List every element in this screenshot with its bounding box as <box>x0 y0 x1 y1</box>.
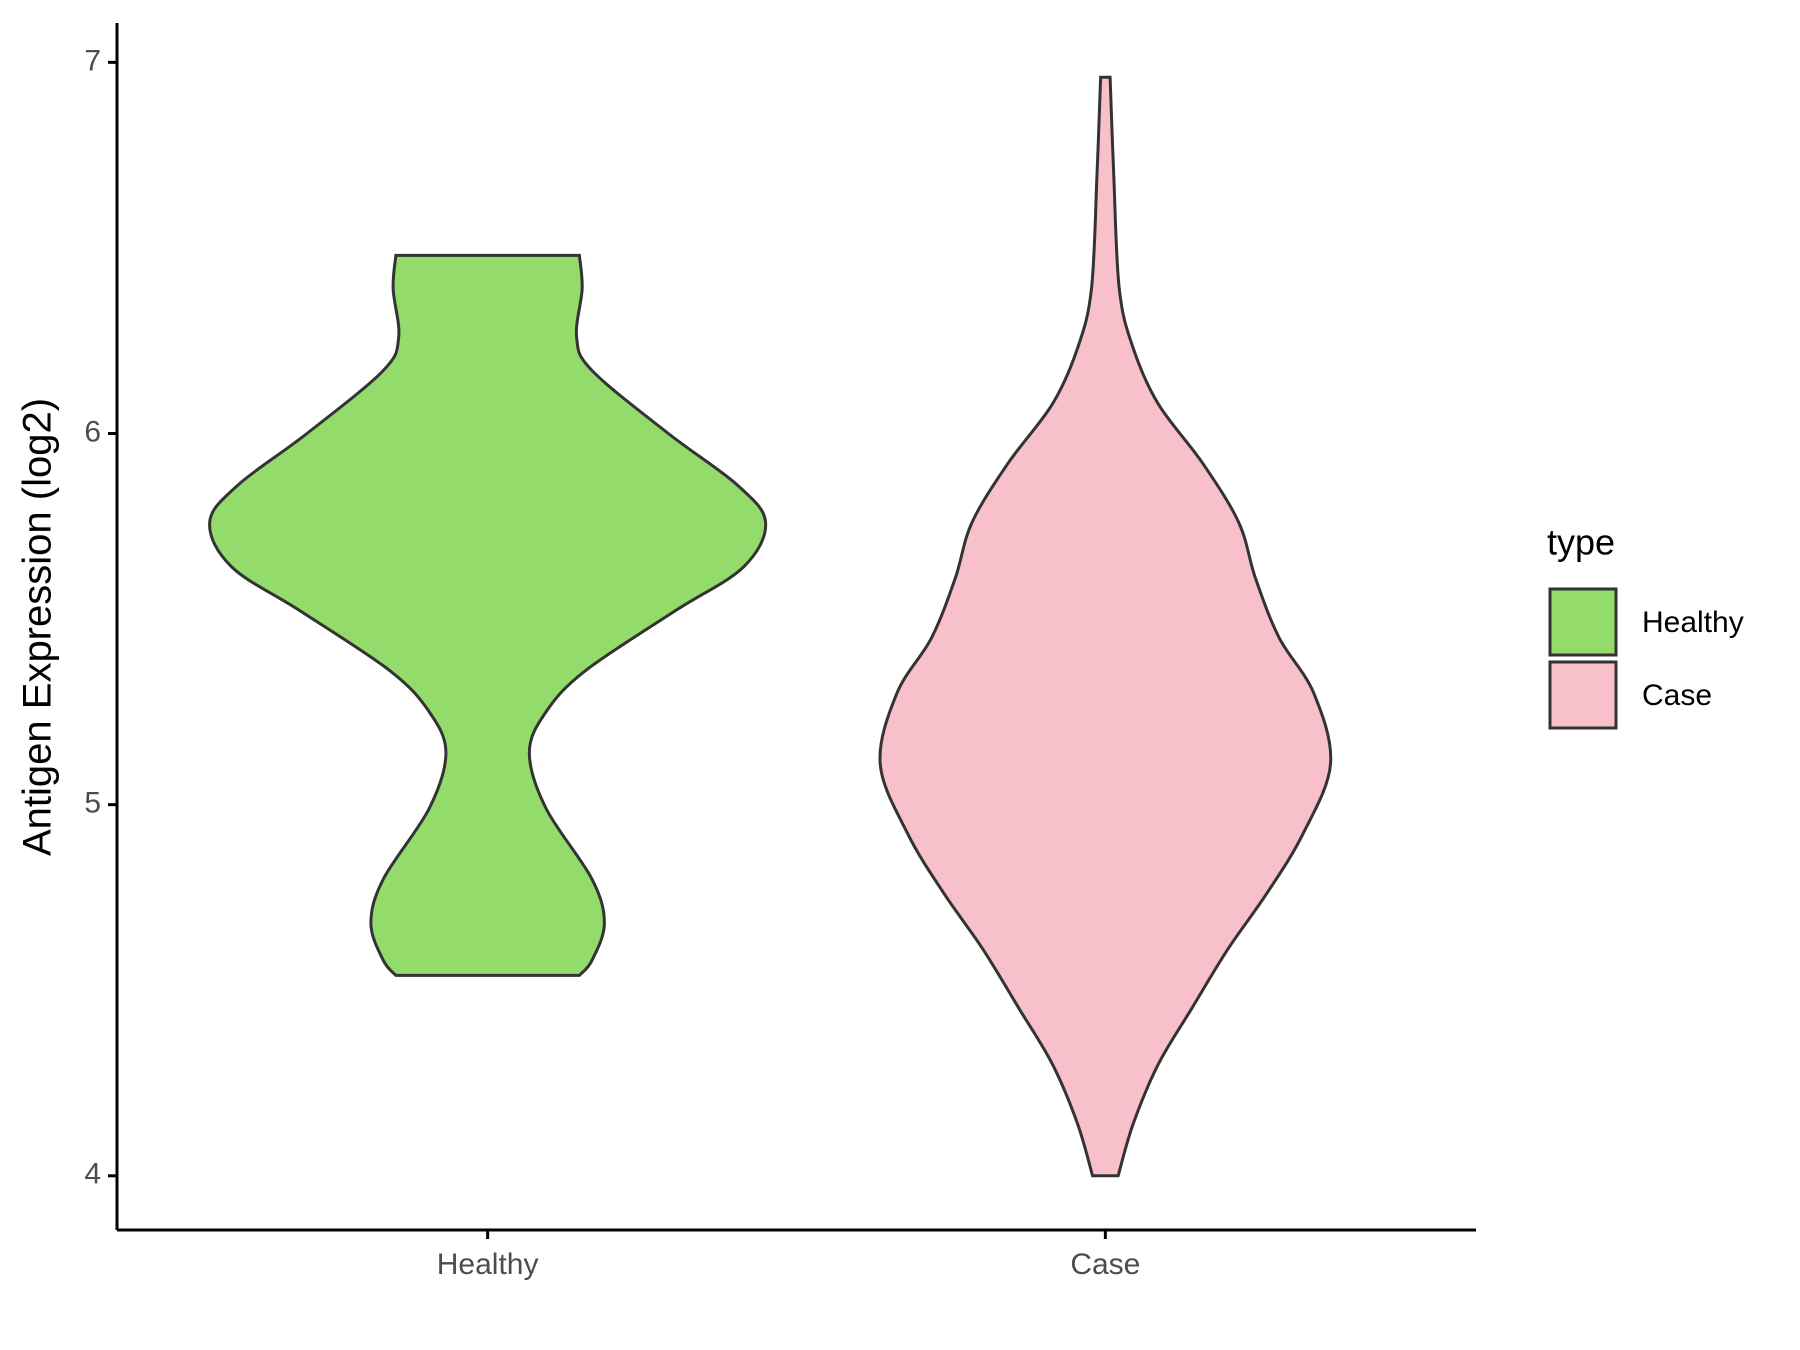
violin <box>208 253 768 977</box>
x-tick-label: Healthy <box>437 1248 539 1281</box>
violin <box>878 75 1333 1178</box>
y-tick-label: 4 <box>84 1158 101 1191</box>
x-tick-label: Case <box>1070 1248 1140 1281</box>
y-tick-label: 6 <box>84 415 101 448</box>
legend-label: Healthy <box>1642 606 1744 639</box>
legend-key <box>1548 587 1618 657</box>
legend-label: Case <box>1642 679 1712 712</box>
legend-key <box>1548 660 1618 730</box>
y-axis-title: Antigen Expression (log2) <box>16 398 60 856</box>
y-tick-label: 7 <box>84 44 101 77</box>
y-tick-label: 5 <box>84 787 101 820</box>
legend-title: type <box>1547 522 1615 563</box>
